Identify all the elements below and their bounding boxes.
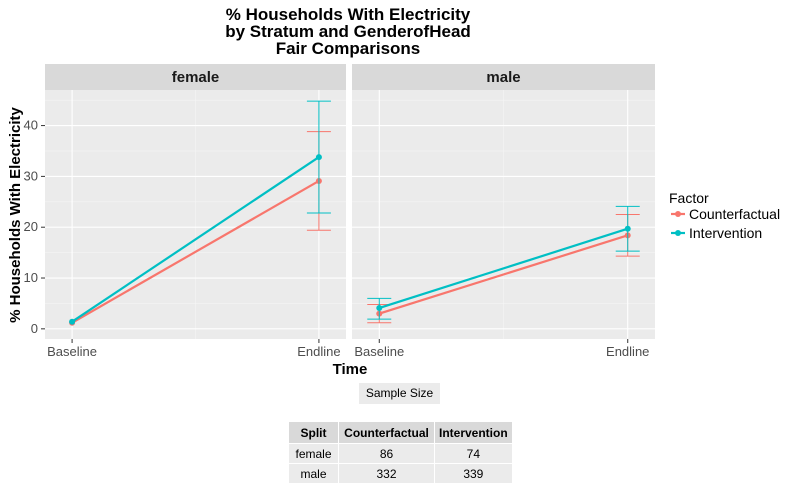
facet-strip xyxy=(352,64,655,90)
x-tick-label: Baseline xyxy=(47,344,97,359)
y-tick-label: 40 xyxy=(24,118,38,133)
table-cell: 339 xyxy=(434,463,513,484)
legend-key-point xyxy=(675,230,681,236)
chart-title-line: Fair Comparisons xyxy=(276,39,421,58)
chart-title-line: % Households With Electricity xyxy=(226,5,471,24)
table-row: female 86 74 xyxy=(288,443,513,464)
legend-title: Factor xyxy=(669,190,709,206)
table-header-row: Split Counterfactual Intervention xyxy=(288,421,513,444)
x-tick-label: Endline xyxy=(606,344,649,359)
table-row: male 332 339 xyxy=(288,463,513,484)
series-line-intervention xyxy=(378,227,629,310)
sample-size-table: Split Counterfactual Intervention female… xyxy=(288,421,513,484)
table-cell: 332 xyxy=(338,463,435,484)
series-line-intervention xyxy=(71,156,320,323)
table-header: Intervention xyxy=(434,421,513,444)
data-point xyxy=(69,318,76,325)
facet-label: female xyxy=(172,69,220,86)
x-axis-label: Time xyxy=(333,361,368,378)
x-tick-label: Baseline xyxy=(354,344,404,359)
y-tick-label: 0 xyxy=(31,321,38,336)
data-point xyxy=(624,225,631,232)
table-header: Counterfactual xyxy=(338,421,435,444)
legend-entry-label: Intervention xyxy=(689,225,762,241)
y-tick-label: 30 xyxy=(24,168,38,183)
series-line-counterfactual xyxy=(71,180,320,324)
x-tick-label: Endline xyxy=(297,344,340,359)
table-cell: 74 xyxy=(434,443,513,464)
table-cell: male xyxy=(288,463,339,484)
legend-entry-label: Counterfactual xyxy=(689,206,780,222)
table-header: Split xyxy=(288,421,339,444)
chart-title-line: by Stratum and GenderofHead xyxy=(225,22,471,41)
y-axis-label: % Households With Electricity xyxy=(7,106,24,322)
y-tick-label: 20 xyxy=(24,219,38,234)
table-cell: female xyxy=(288,443,339,464)
facet-label: male xyxy=(486,69,520,86)
sample-size-label: Sample Size xyxy=(359,383,440,404)
legend-key-point xyxy=(675,211,681,217)
table-cell: 86 xyxy=(338,443,435,464)
data-point xyxy=(315,154,322,161)
series-line-counterfactual xyxy=(378,234,629,315)
y-tick-label: 10 xyxy=(24,270,38,285)
data-point xyxy=(376,305,383,312)
facet-strip xyxy=(45,64,346,90)
